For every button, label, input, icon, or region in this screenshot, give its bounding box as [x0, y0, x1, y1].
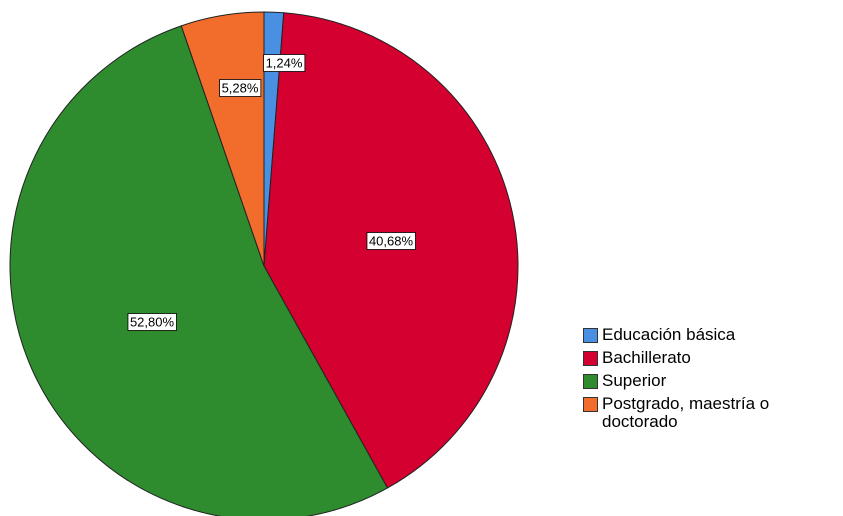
data-label-postgrado-maestr-a-o-doctorado: 5,28%	[219, 79, 262, 97]
legend-swatch-bachillerato	[583, 351, 598, 366]
pie-slice-superior	[9, 25, 389, 516]
data-label-text: 5,28%	[222, 81, 259, 96]
data-label-text: 52,80%	[130, 315, 175, 330]
data-label-box	[127, 313, 177, 331]
pie-slice-bachillerato	[263, 12, 519, 489]
legend-label: Bachillerato	[602, 348, 691, 367]
legend-label: Postgrado, maestría o doctorado	[602, 394, 770, 431]
legend-swatch-educacion-basica	[583, 328, 598, 343]
legend-swatch-postgrado	[583, 397, 598, 412]
legend-item-postgrado: Postgrado, maestría o doctorado	[583, 395, 769, 431]
legend: Educación básica Bachillerato Superior P…	[583, 326, 769, 436]
legend-swatch-superior	[583, 374, 598, 389]
legend-item-educacion-basica: Educación básica	[583, 326, 769, 344]
legend-item-bachillerato: Bachillerato	[583, 349, 769, 367]
legend-item-superior: Superior	[583, 372, 769, 390]
legend-label: Educación básica	[602, 325, 736, 344]
legend-label: Superior	[602, 371, 667, 390]
data-label-educaci-n-b-sica: 1,24%	[263, 54, 306, 72]
data-label-text: 40,68%	[369, 234, 414, 249]
data-label-bachillerato: 40,68%	[366, 232, 416, 250]
data-label-text: 1,24%	[266, 56, 303, 71]
data-label-box	[366, 232, 416, 250]
data-label-superior: 52,80%	[127, 313, 177, 331]
pie-slice-postgrado-maestr-a-o-doctorado	[180, 11, 265, 267]
data-label-box	[219, 79, 262, 97]
data-label-box	[263, 54, 306, 72]
